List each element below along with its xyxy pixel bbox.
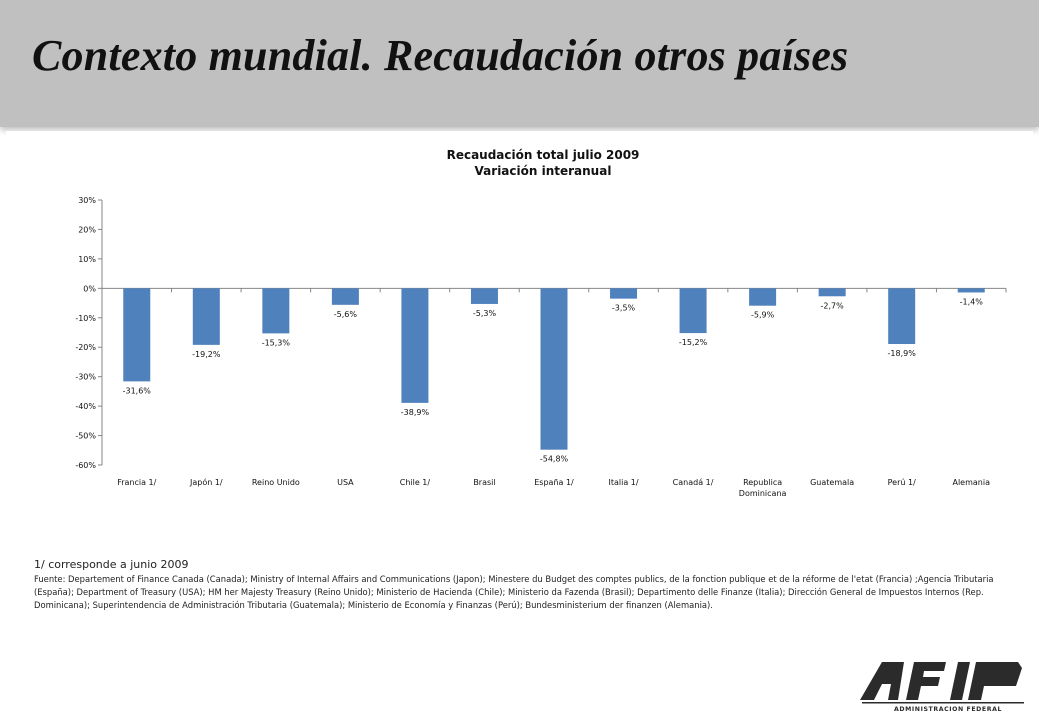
logo-letter-a (860, 662, 904, 700)
data-label: -38,9% (401, 408, 430, 417)
x-tick-label: USA (337, 478, 354, 487)
bar (192, 288, 220, 345)
data-label: -1,4% (960, 297, 984, 306)
data-label: -5,9% (751, 311, 775, 320)
y-tick-label: -10% (75, 314, 96, 323)
bar (888, 288, 916, 344)
x-tick-label: España 1/ (534, 478, 574, 487)
bar (610, 288, 638, 299)
chart-panel: Recaudación total julio 2009 Variación in… (6, 131, 1033, 720)
data-label: -15,3% (262, 338, 291, 347)
data-label: -2,7% (821, 301, 845, 310)
chart-title: Recaudación total julio 2009 (447, 148, 640, 162)
chart-subtitle: Variación interanual (475, 164, 612, 178)
data-label: -15,2% (679, 338, 708, 347)
bar-chart: Recaudación total julio 2009 Variación in… (75, 148, 1007, 498)
afip-logo-shapes (860, 662, 1022, 700)
bar (818, 288, 846, 297)
x-tick-label: Alemania (952, 478, 990, 487)
bar (679, 288, 707, 334)
bar (470, 288, 498, 304)
source-note: Fuente: Departement of Finance Canada (C… (34, 574, 994, 610)
y-tick-label: -30% (75, 373, 96, 382)
x-tick-label: Reino Unido (252, 478, 300, 487)
footnote: 1/ corresponde a junio 2009 (34, 558, 189, 571)
data-label: -5,6% (334, 310, 358, 319)
data-label: -5,3% (473, 309, 497, 318)
y-tick-label: -40% (75, 402, 96, 411)
y-tick-label: -50% (75, 432, 96, 441)
x-tick-label: Japón 1/ (189, 477, 223, 487)
afip-logo: ADMINISTRACION FEDERAL (858, 656, 1028, 714)
x-tick-label: Francia 1/ (117, 478, 156, 487)
slide-title: Contexto mundial. Recaudación otros país… (32, 31, 849, 80)
x-tick-label: Republica Dominicana (739, 478, 787, 498)
y-tick-label: 20% (78, 225, 96, 234)
logo-rule (862, 702, 1024, 704)
y-tick-label: 10% (78, 255, 96, 264)
logo-letter-p (968, 662, 1022, 700)
x-tick-label: Canadá 1/ (673, 478, 714, 487)
bar (123, 288, 151, 382)
x-tick-label: Chile 1/ (400, 478, 431, 487)
bar (401, 288, 429, 403)
data-label: -54,8% (540, 455, 569, 464)
slide-header: Contexto mundial. Recaudación otros país… (0, 0, 1039, 127)
logo-letter-f (906, 662, 946, 700)
y-tick-label: 30% (78, 196, 96, 205)
y-tick-label: -60% (75, 461, 96, 470)
bar (749, 288, 777, 306)
afip-logo-graphic: ADMINISTRACION FEDERAL (860, 662, 1024, 713)
bar (957, 288, 985, 293)
y-tick-label: -20% (75, 343, 96, 352)
bar (540, 288, 568, 450)
data-label: -31,6% (123, 386, 152, 395)
x-tick-label: Brasil (473, 478, 495, 487)
data-label: -18,9% (888, 349, 917, 358)
y-tick-label: 0% (83, 284, 96, 293)
x-tick-label: Guatemala (810, 478, 854, 487)
logo-letter-i (950, 662, 970, 700)
logo-tagline: ADMINISTRACION FEDERAL (894, 706, 1002, 713)
data-label: -3,5% (612, 304, 636, 313)
x-tick-label: Perú 1/ (888, 478, 916, 487)
data-label: -19,2% (192, 350, 221, 359)
bar (262, 288, 290, 334)
bar (331, 288, 359, 305)
x-tick-label: Italia 1/ (608, 478, 638, 487)
